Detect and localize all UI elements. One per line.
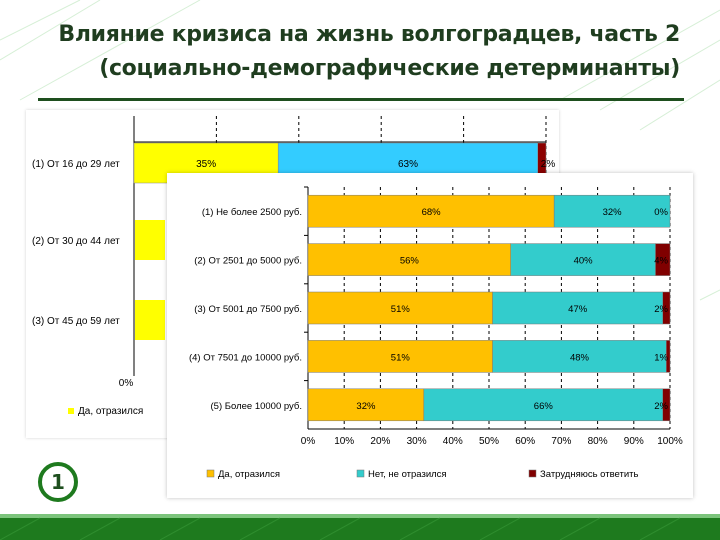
age-bar-label: 63% [398, 159, 418, 170]
income-bar-label: 66% [534, 401, 554, 412]
income-bar-seg-2 [662, 388, 671, 422]
income-chart: (1) Не более 2500 руб. 68% 32% 0% (2) От 250… [189, 186, 683, 480]
income-tick-label: 80% [588, 436, 608, 447]
age-legend-swatch [68, 408, 74, 414]
income-legend-swatch-0 [206, 469, 215, 478]
age-bar-partial [135, 220, 165, 260]
income-tick-label: 0% [301, 436, 316, 447]
income-tick-label: 20% [370, 436, 390, 447]
age-category-label: (1) От 16 до 29 лет [32, 159, 120, 170]
age-bar-label: 35% [196, 159, 216, 170]
age-tick-label: 0% [119, 378, 134, 389]
age-chart: (1) От 16 до 29 лет 35% 63% 2% (2) От 30 до … [32, 116, 556, 417]
income-legend-swatch-2 [528, 469, 537, 478]
income-bar-label: 2% [654, 304, 668, 315]
income-category-label: (5) Более 10000 руб. [211, 401, 302, 412]
income-bar-seg-1 [553, 194, 671, 228]
income-bar-label: 47% [568, 304, 588, 315]
slide-title-line2: (социально-демографические детерминанты) [99, 56, 680, 81]
income-category-label: (3) От 5001 до 7500 руб. [194, 304, 302, 315]
age-bar-partial [135, 300, 165, 340]
income-bar-label: 68% [422, 207, 442, 218]
income-bar-seg-0 [307, 340, 493, 373]
age-bar-label: 2% [541, 159, 556, 170]
income-bar-seg-1 [423, 388, 664, 422]
income-tick-label: 100% [657, 436, 683, 447]
income-tick-label: 10% [334, 436, 354, 447]
income-chart-panel: (1) Не более 2500 руб. 68% 32% 0% (2) От 250… [167, 173, 693, 498]
income-bar-label: 2% [654, 401, 668, 412]
income-bar-label: 32% [356, 401, 376, 412]
income-bar-seg-1 [492, 291, 664, 325]
income-bar-label: 32% [603, 207, 623, 218]
income-legend-label: Нет, не отразился [368, 469, 447, 480]
income-bar-label: 51% [391, 352, 411, 363]
income-bar-label: 48% [570, 352, 590, 363]
income-bar-label: 56% [400, 256, 420, 267]
income-bar-seg-2 [666, 340, 671, 373]
income-category-label: (1) Не более 2500 руб. [202, 207, 302, 218]
income-tick-label: 30% [407, 436, 427, 447]
income-bar-label: 0% [654, 207, 668, 218]
income-legend-label: Да, отразился [218, 469, 280, 480]
title-divider [38, 98, 684, 101]
income-tick-label: 50% [479, 436, 499, 447]
income-bar-seg-0 [307, 291, 493, 325]
age-category-label: (3) От 45 до 59 лет [32, 316, 120, 327]
income-tick-label: 40% [443, 436, 463, 447]
income-bar-label: 4% [654, 256, 668, 267]
income-bar-seg-2 [655, 243, 671, 276]
income-category-label: (2) От 2501 до 5000 руб. [194, 256, 302, 267]
age-category-label: (2) От 30 до 44 лет [32, 236, 120, 247]
income-bar-seg-0 [307, 194, 555, 228]
income-bar-label: 40% [574, 256, 594, 267]
page-number-badge: 1 [38, 462, 78, 502]
income-legend-label: Затрудняюсь ответить [540, 469, 639, 480]
age-legend-label: Да, отразился [78, 406, 143, 417]
slide-title-line1: Влияние кризиса на жизнь волгоградцев, ч… [58, 22, 680, 47]
income-legend-swatch-1 [356, 469, 365, 478]
income-bar-seg-1 [510, 243, 656, 276]
income-bar-label: 51% [391, 304, 411, 315]
income-bar-seg-1 [492, 340, 667, 373]
income-tick-label: 90% [624, 436, 644, 447]
income-tick-label: 60% [515, 436, 535, 447]
income-category-label: (4) От 7501 до 10000 руб. [189, 352, 302, 363]
income-bar-seg-2 [662, 291, 671, 325]
income-bar-seg-0 [307, 388, 425, 422]
income-tick-label: 70% [551, 436, 571, 447]
income-bar-label: 1% [654, 352, 668, 363]
